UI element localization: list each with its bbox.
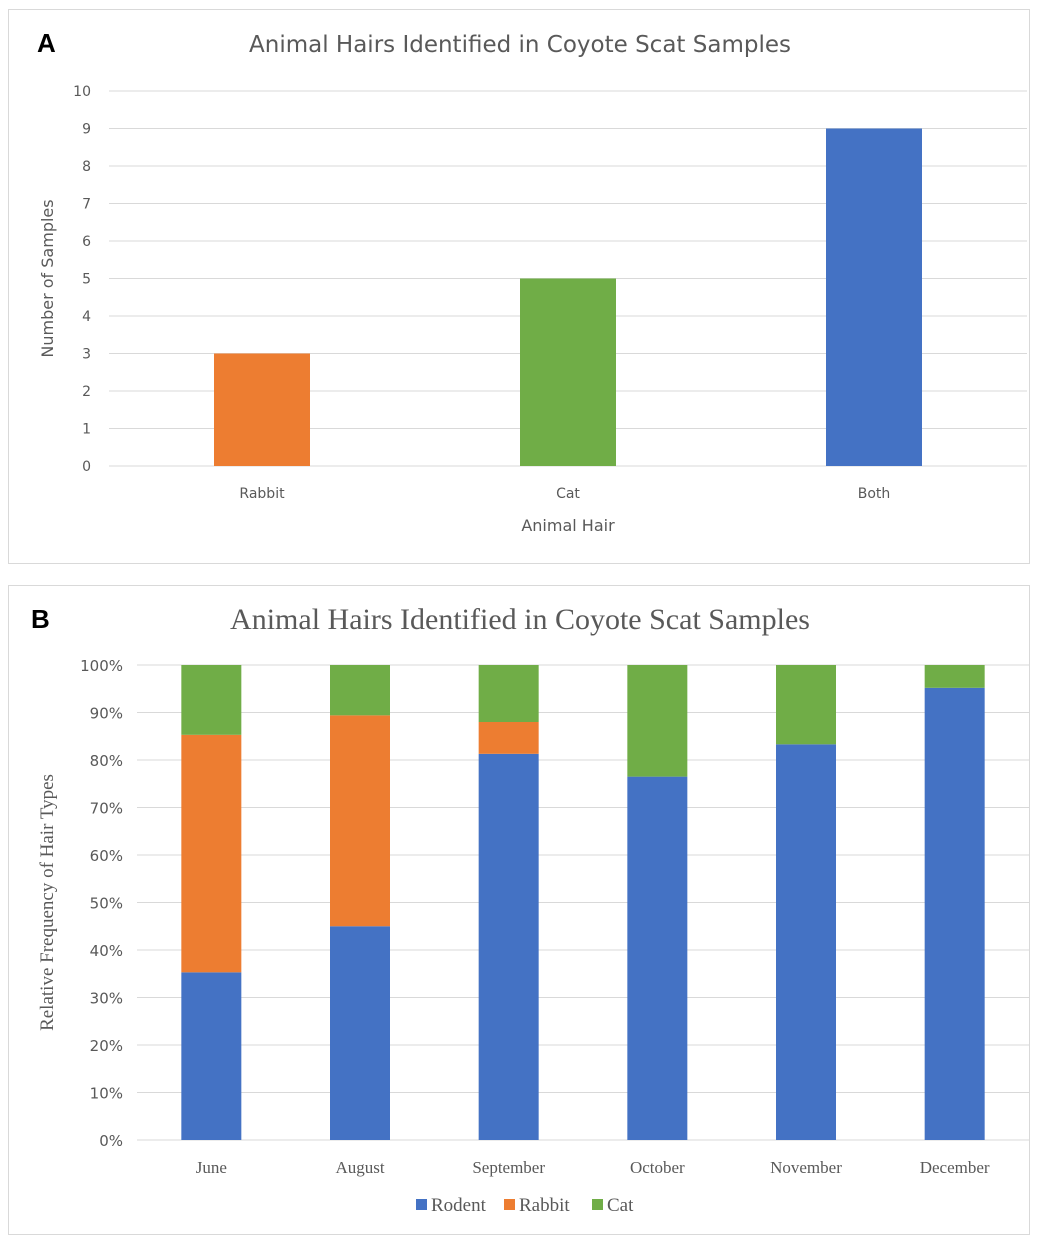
bar-segment-cat-june [181,665,242,735]
bar-segment-rodent-december [924,687,985,1140]
y-tick-label: 0% [99,1132,123,1150]
bar-segment-cat-september [478,665,539,722]
bar-cat [520,278,616,466]
y-tick-label: 90% [90,705,123,723]
legend-swatch-cat [592,1199,603,1210]
y-tick-label: 20% [90,1037,123,1055]
x-tick-label: December [920,1158,990,1177]
bar-segment-rodent-november [776,744,836,1140]
y-tick-label: 0 [82,459,91,475]
y-tick-label: 30% [90,990,123,1008]
bar-both [826,128,922,466]
bar-segment-rabbit-august [330,715,390,927]
y-tick-label: 8 [82,159,91,175]
legend-label-cat: Cat [607,1195,634,1216]
panel-label-a: A [37,28,56,58]
y-tick-label: 2 [82,384,91,400]
x-tick-label: September [472,1158,545,1177]
x-tick-label: June [196,1158,227,1177]
y-tick-label: 10 [73,84,91,100]
y-tick-label: 10% [90,1085,123,1103]
y-tick-label: 100% [80,657,123,675]
y-tick-label: 50% [90,895,123,913]
y-tick-label: 7 [82,197,91,213]
y-tick-label: 3 [82,347,91,363]
x-tick-label: November [770,1158,842,1177]
legend-label-rabbit: Rabbit [519,1195,570,1216]
bar-segment-cat-october [627,665,688,777]
legend-swatch-rodent [416,1199,427,1210]
y-tick-label: 60% [90,847,123,865]
x-tick-label: August [335,1158,384,1177]
y-tick-label: 9 [82,122,91,138]
y-tick-label: 80% [90,752,123,770]
chart-panel-a: A Animal Hairs Identified in Coyote Scat… [8,9,1030,564]
y-axis-title: Number of Samples [38,199,57,357]
bar-segment-rabbit-june [181,734,242,973]
y-tick-label: 4 [82,309,91,325]
bar-segment-cat-december [924,665,985,688]
bar-segment-rabbit-september [478,722,539,754]
bar-segment-cat-november [776,665,836,745]
chart-panel-b: B Animal Hairs Identified in Coyote Scat… [8,585,1030,1235]
x-tick-label: Rabbit [239,486,285,502]
legend-swatch-rabbit [504,1199,515,1210]
stacked-bar-chart-b: 0% 10% 20% 30% 40% 50% 60% 70% 80% 90% 100% June Aug… [37,657,1029,1216]
bar-segment-rodent-october [627,776,688,1140]
bar-segment-cat-august [330,665,390,716]
bar-segment-rodent-september [478,753,539,1140]
x-axis-title: Animal Hair [521,516,615,535]
x-tick-label: Both [858,486,891,502]
panel-label-b: B [31,604,50,634]
y-tick-label: 1 [82,422,91,438]
x-tick-label: October [630,1158,685,1177]
bar-segment-rodent-august [330,926,390,1140]
y-tick-label: 70% [90,800,123,818]
chart-title-b: Animal Hairs Identified in Coyote Scat S… [230,603,810,636]
y-tick-label: 5 [82,272,91,288]
bar-segment-rodent-june [181,972,242,1140]
legend-label-rodent: Rodent [431,1195,487,1216]
x-tick-label: Cat [556,486,580,502]
y-tick-label: 40% [90,942,123,960]
y-tick-label: 6 [82,234,91,250]
chart-title-a: Animal Hairs Identified in Coyote Scat S… [249,32,791,58]
y-axis-title: Relative Frequency of Hair Types [37,774,58,1031]
bar-rabbit [214,353,310,466]
bar-chart-a: 0 1 2 3 4 5 6 7 8 9 10 Rabbit Cat Both Animal Hair Numb… [38,84,1027,535]
